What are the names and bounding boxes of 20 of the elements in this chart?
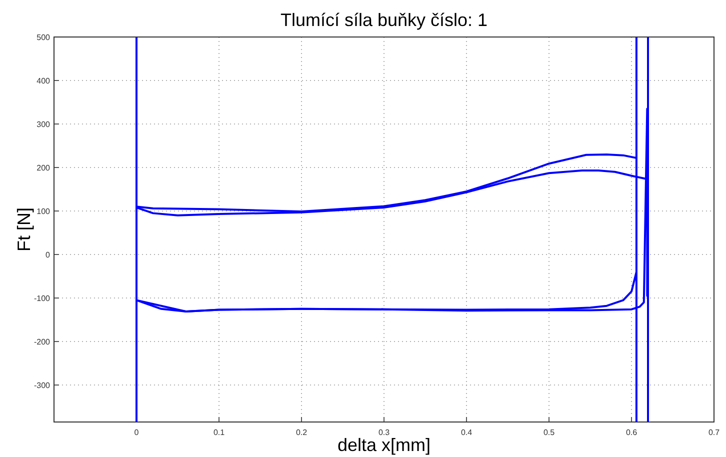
- y-tick-label: 400: [36, 76, 51, 86]
- y-tick-label: 200: [36, 164, 51, 173]
- y-tick-label: 100: [36, 207, 51, 216]
- y-tick-label: -100: [34, 294, 51, 304]
- x-tick-label: 0: [134, 428, 140, 437]
- y-tick-label: -300: [34, 381, 51, 390]
- x-tick-label: 0.7: [708, 428, 720, 437]
- x-tick-label: 0.4: [460, 428, 473, 437]
- x-tick-label: 0.3: [378, 428, 390, 437]
- x-tick-label: 0.5: [543, 428, 556, 437]
- chart-title: Tlumící síla buňky číslo: 1: [280, 10, 488, 30]
- x-tick-label: 0.1: [213, 428, 226, 437]
- x-tick-label: 0.6: [626, 428, 638, 437]
- y-tick-label: 0: [46, 250, 51, 260]
- y-tick-label: 300: [36, 120, 51, 130]
- y-axis-title: Ft [N]: [14, 208, 34, 252]
- y-tick-label: 500: [36, 33, 51, 42]
- x-axis-title: delta x[mm]: [337, 435, 431, 455]
- x-tick-label: 0.2: [296, 428, 308, 437]
- y-tick-label: -200: [34, 338, 51, 347]
